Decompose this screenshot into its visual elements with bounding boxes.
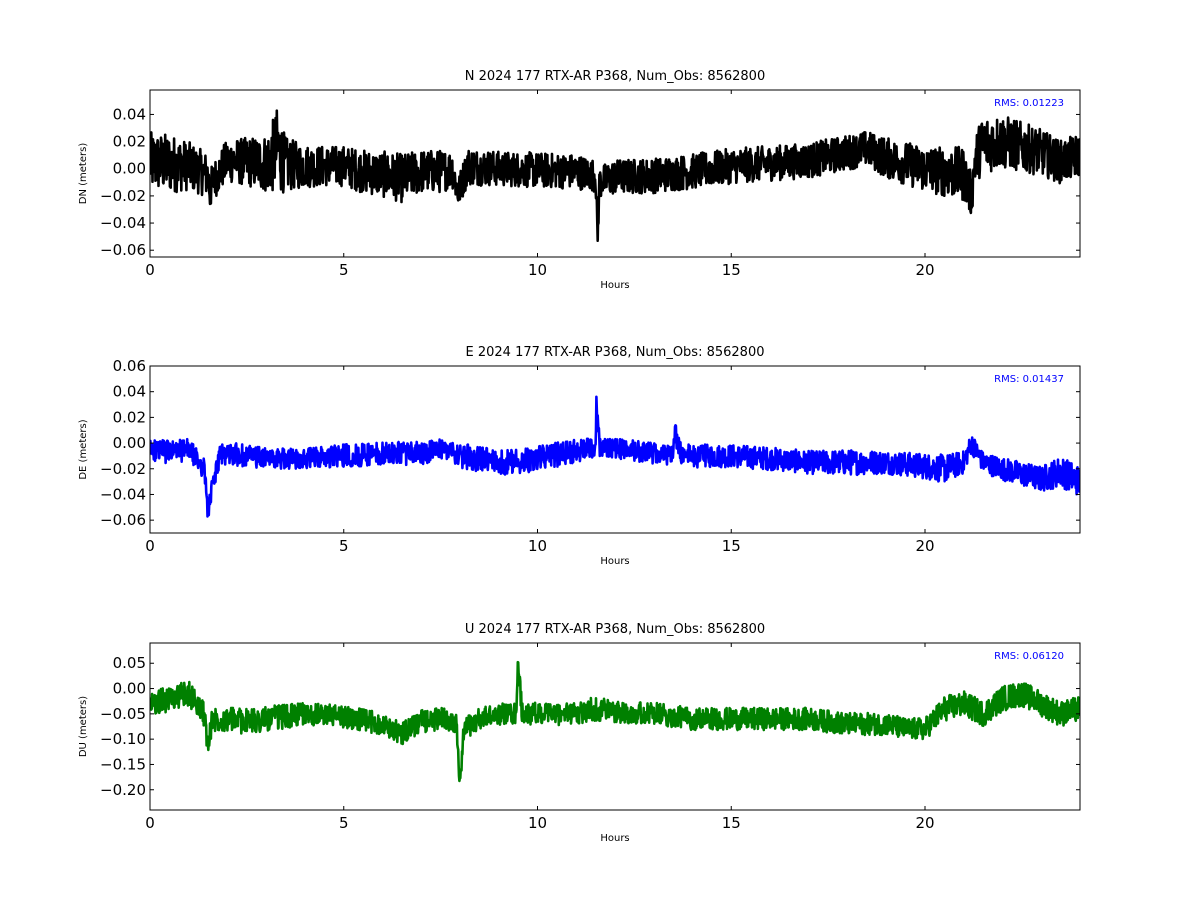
y-axis-label: DU (meters) xyxy=(78,696,89,757)
y-axis-label: DE (meters) xyxy=(78,419,89,479)
panel-title: U 2024 177 RTX-AR P368, Num_Obs: 8562800 xyxy=(465,622,765,637)
y-tick-label: −0.06 xyxy=(100,241,146,259)
y-tick-label: −0.05 xyxy=(100,705,146,723)
y-tick-label: 0.00 xyxy=(113,434,146,452)
x-axis-label: Hours xyxy=(600,833,629,844)
x-tick-label: 0 xyxy=(145,261,155,279)
y-axis-label: DN (meters) xyxy=(78,143,89,205)
y-tick-label: 0.04 xyxy=(113,383,146,401)
plot-area: 0 5 10 15 20 −0.06 −0.04 −0.02 0.00 0.02 0.04 0.06 xyxy=(100,357,1081,555)
x-tick-label: 20 xyxy=(915,537,934,555)
x-tick-label: 15 xyxy=(722,814,741,832)
y-tick-label: 0.00 xyxy=(113,160,146,178)
panel-title: E 2024 177 RTX-AR P368, Num_Obs: 8562800 xyxy=(466,345,765,360)
x-axis-label: Hours xyxy=(600,280,629,291)
rms-label: RMS: 0.01223 xyxy=(994,98,1064,109)
y-tick-label: 0.02 xyxy=(113,133,146,151)
y-tick-label: −0.02 xyxy=(100,460,146,478)
y-tick-label: 0.05 xyxy=(113,654,146,672)
y-tick-label: −0.10 xyxy=(100,730,146,748)
x-tick-label: 5 xyxy=(339,261,349,279)
series-line xyxy=(150,660,1080,783)
y-tick-label: 0.04 xyxy=(113,105,146,123)
plot-frame xyxy=(149,365,1081,534)
x-tick-label: 10 xyxy=(528,261,547,279)
series-line xyxy=(150,395,1080,518)
plot-area: 0 5 10 15 20 −0.20 −0.15 −0.10 −0.05 0.00 0.05 xyxy=(100,642,1081,832)
plot-frame xyxy=(149,642,1081,811)
x-tick-label: 0 xyxy=(145,537,155,555)
plot-area: 0 5 10 15 20 −0.06 −0.04 −0.02 0.00 0.02 0.04 xyxy=(100,89,1081,279)
x-tick-label: 15 xyxy=(722,261,741,279)
x-tick-label: 5 xyxy=(339,814,349,832)
x-tick-label: 15 xyxy=(722,537,741,555)
x-tick-label: 10 xyxy=(528,814,547,832)
y-tick-label: −0.06 xyxy=(100,511,146,529)
panel-up: U 2024 177 RTX-AR P368, Num_Obs: 8562800… xyxy=(78,622,1081,844)
x-tick-label: 10 xyxy=(528,537,547,555)
x-tick-label: 20 xyxy=(915,261,934,279)
x-tick-label: 5 xyxy=(339,537,349,555)
y-tick-label: −0.02 xyxy=(100,187,146,205)
y-tick-label: −0.20 xyxy=(100,781,146,799)
panel-east: E 2024 177 RTX-AR P368, Num_Obs: 8562800… xyxy=(78,345,1081,567)
y-tick-label: 0.00 xyxy=(113,680,146,698)
panel-title: N 2024 177 RTX-AR P368, Num_Obs: 8562800 xyxy=(465,69,765,84)
y-tick-label: −0.04 xyxy=(100,485,146,503)
x-tick-label: 0 xyxy=(145,814,155,832)
series-line xyxy=(150,109,1080,242)
y-tick-label: 0.02 xyxy=(113,408,146,426)
panel-north: N 2024 177 RTX-AR P368, Num_Obs: 8562800… xyxy=(78,69,1081,291)
y-tick-label: −0.04 xyxy=(100,214,146,232)
plot-frame xyxy=(149,89,1081,258)
x-tick-label: 20 xyxy=(915,814,934,832)
rms-label: RMS: 0.06120 xyxy=(994,651,1064,662)
x-axis-label: Hours xyxy=(600,556,629,567)
rms-label: RMS: 0.01437 xyxy=(994,374,1064,385)
y-tick-label: 0.06 xyxy=(113,357,146,375)
y-tick-label: −0.15 xyxy=(100,755,146,773)
